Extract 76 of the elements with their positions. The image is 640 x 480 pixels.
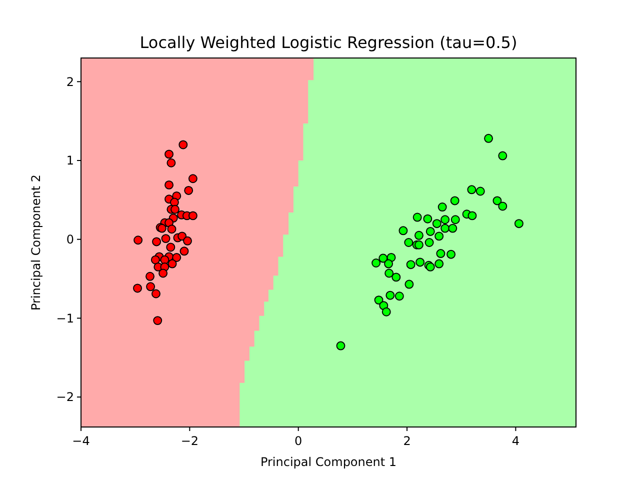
point (448, 224, 458, 233)
point (378, 254, 388, 263)
point (440, 224, 450, 233)
point (164, 150, 174, 159)
point (434, 259, 444, 268)
point (404, 280, 414, 289)
point (184, 186, 194, 195)
point (134, 236, 143, 245)
point (432, 219, 442, 228)
point (416, 258, 425, 267)
x-axis-title: Principal Component 1 (260, 455, 397, 469)
point (133, 284, 142, 293)
point (153, 316, 162, 326)
point (438, 202, 447, 212)
point (446, 250, 456, 259)
point (146, 272, 154, 281)
point (434, 232, 444, 241)
point (426, 226, 435, 236)
point (498, 151, 508, 160)
point (161, 234, 170, 244)
point (180, 246, 189, 256)
point (382, 307, 391, 316)
point (183, 236, 192, 246)
point (384, 268, 394, 278)
point (150, 255, 160, 264)
x-tick-label: −4 (72, 434, 90, 448)
point (374, 296, 384, 305)
point (151, 289, 160, 298)
point (146, 282, 156, 292)
y-tick-label: −2 (56, 390, 74, 404)
point (468, 211, 477, 220)
point (436, 249, 446, 258)
point (188, 174, 198, 184)
point (406, 260, 416, 270)
y-tick-label: 2 (66, 74, 74, 89)
x-tick-label: 2 (403, 434, 411, 448)
point (170, 204, 180, 214)
x-tick-label: 4 (512, 434, 520, 448)
point (514, 219, 524, 228)
point (158, 268, 168, 278)
point (384, 259, 394, 268)
point (167, 224, 176, 234)
point (467, 185, 476, 194)
point (498, 202, 508, 211)
point (440, 215, 450, 224)
point (398, 226, 408, 236)
y-tick-label: 0 (66, 232, 74, 247)
point (450, 196, 460, 206)
point (414, 230, 424, 240)
point (168, 259, 177, 268)
y-axis-title: Principal Component 2 (29, 174, 43, 311)
point (166, 242, 176, 252)
point (424, 238, 434, 247)
point (392, 272, 401, 282)
point (476, 186, 485, 196)
point (372, 258, 381, 268)
point (484, 134, 494, 143)
x-tick-label: −2 (180, 434, 199, 448)
point (188, 211, 198, 220)
point (386, 290, 395, 300)
point (450, 215, 460, 224)
point (492, 196, 502, 206)
point (166, 158, 176, 168)
point (412, 212, 422, 222)
point (423, 214, 432, 224)
point (152, 237, 162, 246)
x-tick-label: 0 (294, 434, 302, 448)
point (178, 140, 188, 150)
point (164, 180, 174, 190)
point (394, 292, 404, 301)
chart-title: Locally Weighted Logistic Regression (tau=0.5) (140, 33, 518, 52)
y-tick-label: 1 (66, 154, 74, 168)
point (172, 253, 182, 262)
point (404, 238, 414, 247)
point (336, 341, 346, 350)
y-tick-label: −1 (56, 311, 74, 326)
